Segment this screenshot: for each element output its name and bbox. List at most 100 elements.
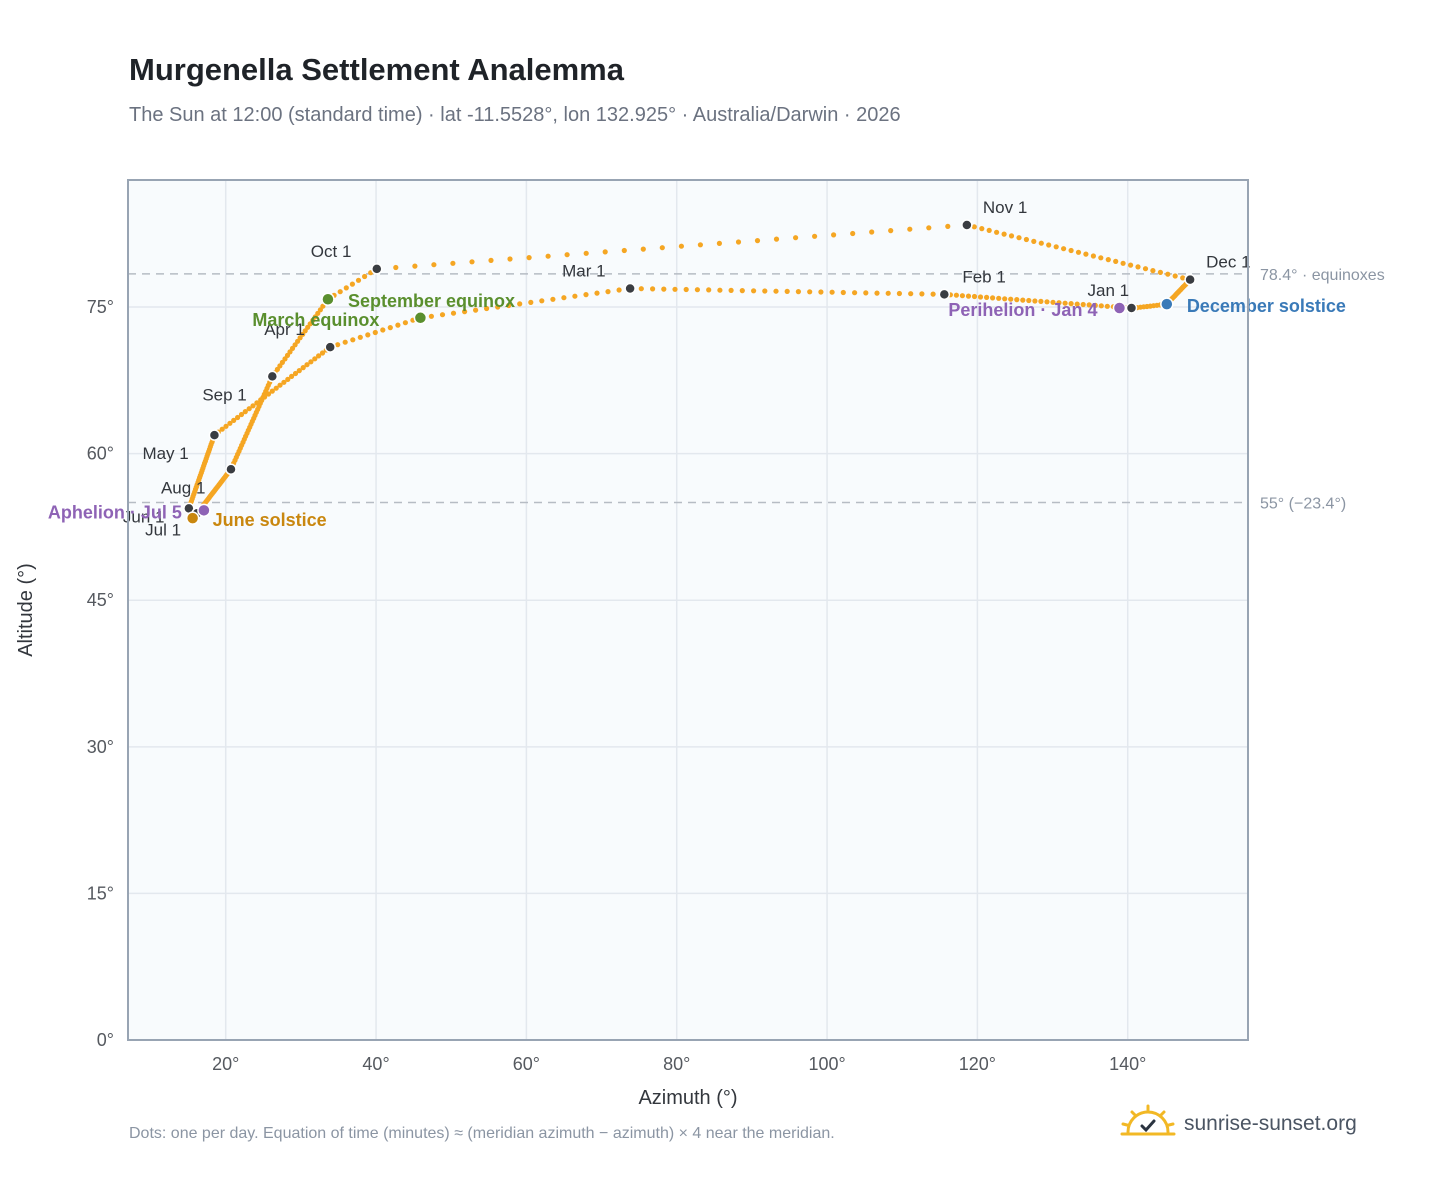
sun-check-icon <box>1120 1104 1176 1136</box>
daily-dot <box>583 250 589 256</box>
daily-dot <box>246 406 252 412</box>
y-tick-label: 75° <box>87 297 114 317</box>
daily-dot <box>526 255 532 261</box>
daily-dot <box>773 288 779 294</box>
chart-title: Murgenella Settlement Analemma <box>129 52 624 87</box>
daily-dot <box>716 240 723 246</box>
daily-dot <box>908 291 914 297</box>
daily-dot <box>784 288 790 294</box>
daily-dot <box>561 295 567 301</box>
daily-dot <box>818 289 824 295</box>
daily-dot <box>773 236 780 242</box>
daily-dot <box>1014 297 1020 303</box>
reference-line-label: 55° (−23.4°) <box>1260 496 1346 513</box>
daily-dot <box>1026 297 1032 304</box>
daily-dot <box>281 379 287 385</box>
daily-dot <box>349 281 355 287</box>
daily-dot <box>919 291 925 297</box>
month-label: Aug 1 <box>161 478 205 497</box>
daily-dot <box>994 229 1000 235</box>
daily-dot <box>1120 260 1126 266</box>
daily-dot <box>888 228 894 234</box>
brand-text: sunrise-sunset.org <box>1184 1112 1357 1135</box>
daily-dot <box>395 322 401 328</box>
daily-dot <box>1104 303 1110 309</box>
x-axis-title: Azimuth (°) <box>638 1087 737 1109</box>
daily-dot <box>564 252 570 258</box>
daily-dot <box>1092 302 1098 308</box>
daily-dot <box>539 298 545 304</box>
daily-dot <box>517 301 523 307</box>
daily-dot <box>602 249 608 255</box>
daily-dot <box>362 273 368 280</box>
daily-dot <box>907 226 913 232</box>
grid-lines <box>128 180 1248 1041</box>
daily-dot <box>1056 300 1062 306</box>
daily-dot <box>959 293 966 299</box>
daily-dot <box>1068 247 1074 254</box>
reference-line-label: 78.4° · equinoxes <box>1260 267 1385 284</box>
daily-dot <box>930 291 936 297</box>
daily-dot <box>484 305 490 312</box>
month-marker <box>938 288 951 301</box>
daily-dot <box>793 235 799 241</box>
daily-dot <box>1044 299 1050 305</box>
daily-dot <box>605 289 611 295</box>
daily-dot <box>728 287 734 293</box>
month-marker <box>324 341 336 353</box>
daily-dot <box>316 353 322 359</box>
daily-dot <box>450 260 456 266</box>
brand[interactable]: sunrise-sunset.org <box>1120 1104 1357 1144</box>
footnote: Dots: one per day. Equation of time (min… <box>129 1125 835 1142</box>
month-marker <box>371 263 383 275</box>
daily-dot <box>273 385 279 391</box>
daily-dot <box>697 242 704 248</box>
axis-ticks: 20° 40° 60° 80° 100° 120° 140° 0° 15° 30° 45° 60° 75… <box>87 297 1147 1074</box>
event-marker <box>197 503 211 518</box>
daily-dot <box>231 417 237 423</box>
daily-dot <box>1074 301 1080 307</box>
daily-dot <box>678 243 685 249</box>
daily-dot <box>1135 264 1141 270</box>
daily-dot <box>990 295 996 301</box>
daily-dot <box>1157 269 1163 275</box>
daily-dot <box>754 238 761 244</box>
daily-dot <box>616 287 622 293</box>
daily-dot <box>638 286 644 292</box>
daily-dot <box>387 325 393 331</box>
daily-dot <box>1020 297 1026 303</box>
daily-dot <box>986 227 992 233</box>
daily-dot <box>1083 251 1089 257</box>
daily-dot <box>751 288 757 294</box>
month-label: Jun 1 <box>123 507 165 526</box>
month-marker <box>266 370 279 383</box>
daily-dot <box>795 289 802 295</box>
daily-dot <box>739 288 745 294</box>
daily-dot <box>885 290 891 296</box>
daily-dot <box>1032 298 1038 304</box>
daily-dot <box>1068 301 1074 307</box>
event-marker <box>321 292 335 306</box>
daily-dot <box>372 329 378 336</box>
x-tick-label: 80° <box>663 1054 690 1074</box>
daily-dot <box>1050 299 1056 305</box>
daily-dot <box>506 302 512 309</box>
x-tick-label: 100° <box>808 1054 845 1074</box>
daily-dot <box>292 370 299 377</box>
daily-dot <box>1150 268 1156 274</box>
daily-dot <box>312 356 318 362</box>
daily-dot <box>583 292 589 298</box>
daily-dot <box>984 294 990 300</box>
daily-dot <box>1001 231 1007 237</box>
daily-dot <box>1053 244 1059 250</box>
daily-dot <box>365 332 371 338</box>
reference-lines: 78.4° · equinoxes 55° (−23.4°) <box>128 267 1385 513</box>
event-label: March equinox <box>252 310 379 330</box>
daily-dot <box>672 286 678 292</box>
daily-dot <box>1098 255 1104 261</box>
daily-dot <box>238 411 245 418</box>
daily-dot <box>863 290 869 296</box>
month-label: Nov 1 <box>983 198 1027 217</box>
daily-dot <box>694 287 701 293</box>
daily-dot <box>428 313 434 319</box>
